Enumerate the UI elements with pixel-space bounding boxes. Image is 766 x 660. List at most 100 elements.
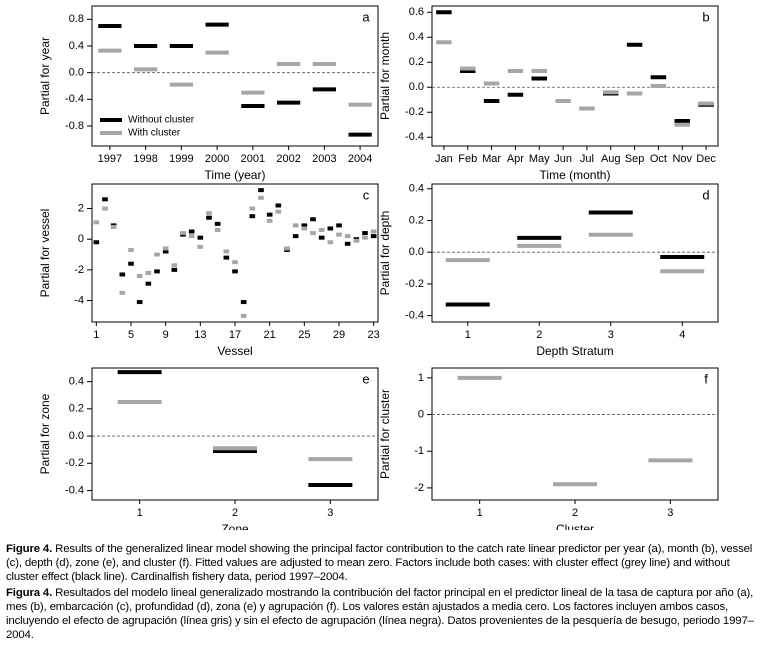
x-tick-label: 2002 bbox=[276, 153, 300, 165]
x-axis-label: Depth Stratum bbox=[536, 344, 613, 358]
x-tick-label: 1 bbox=[137, 507, 143, 519]
y-tick-label: 0.4 bbox=[69, 40, 84, 52]
x-axis-label: Zone bbox=[221, 522, 249, 530]
x-tick-label: 1997 bbox=[98, 153, 122, 165]
y-tick-label: 0.6 bbox=[409, 6, 424, 18]
y-tick-label: 0.8 bbox=[69, 13, 84, 25]
x-tick-label: 1 bbox=[93, 329, 99, 341]
x-tick-label: May bbox=[529, 153, 550, 165]
y-tick-label: -4 bbox=[74, 294, 84, 306]
y-tick-label: 1 bbox=[418, 372, 424, 384]
x-tick-label: 1 bbox=[465, 329, 471, 341]
panel-letter: d bbox=[702, 187, 709, 202]
x-tick-label: 2 bbox=[572, 507, 578, 519]
x-tick-label: 21 bbox=[264, 329, 276, 341]
panel-letter: b bbox=[702, 9, 709, 24]
caption-text: Results of the generalized linear model … bbox=[6, 543, 753, 583]
x-tick-label: 1 bbox=[477, 507, 483, 519]
x-tick-label: Jul bbox=[580, 153, 594, 165]
y-tick-label: -2 bbox=[74, 264, 84, 276]
y-axis-label: Partial for vessel bbox=[38, 209, 52, 298]
x-tick-label: Feb bbox=[458, 153, 477, 165]
y-tick-label: 0.0 bbox=[69, 67, 84, 79]
x-tick-label: 2003 bbox=[312, 153, 336, 165]
x-tick-label: 1999 bbox=[169, 153, 193, 165]
x-tick-label: 23 bbox=[368, 329, 380, 341]
x-tick-label: 25 bbox=[298, 329, 310, 341]
y-axis-label: Partial for cluster bbox=[378, 389, 392, 479]
panel-letter: e bbox=[362, 371, 369, 386]
x-tick-label: 2004 bbox=[348, 153, 372, 165]
y-tick-label: 0.0 bbox=[69, 430, 84, 442]
caption-en: Figure 4. Results of the generalized lin… bbox=[6, 542, 758, 584]
x-tick-label: 5 bbox=[128, 329, 134, 341]
caption-es: Figura 4. Resultados del modelo lineal g… bbox=[6, 586, 758, 642]
x-tick-label: 2001 bbox=[241, 153, 265, 165]
x-tick-label: 29 bbox=[333, 329, 345, 341]
y-tick-label: -0.2 bbox=[405, 278, 424, 290]
y-tick-label: -1 bbox=[414, 445, 424, 457]
y-tick-label: -0.4 bbox=[65, 484, 84, 496]
x-tick-label: 17 bbox=[229, 329, 241, 341]
x-tick-label: Jan bbox=[435, 153, 453, 165]
plot-frame bbox=[91, 5, 379, 147]
caption-text: Resultados del modelo lineal generalizad… bbox=[6, 587, 754, 641]
x-tick-label: 2 bbox=[232, 507, 238, 519]
y-tick-label: 0.4 bbox=[409, 31, 424, 43]
legend-label: Without cluster bbox=[128, 115, 195, 126]
plot-frame bbox=[431, 5, 719, 147]
y-tick-label: -0.2 bbox=[65, 457, 84, 469]
x-axis-label: Vessel bbox=[217, 344, 252, 358]
x-tick-label: 1998 bbox=[133, 153, 157, 165]
y-tick-label: 0.2 bbox=[69, 403, 84, 415]
x-axis-label: Time (month) bbox=[540, 168, 611, 182]
legend-label: With cluster bbox=[128, 128, 181, 139]
y-tick-label: 0 bbox=[78, 233, 84, 245]
y-tick-label: -0.8 bbox=[65, 120, 84, 132]
y-axis-label: Partial for zone bbox=[38, 393, 52, 474]
x-tick-label: 3 bbox=[667, 507, 673, 519]
x-axis-label: Cluster bbox=[556, 522, 594, 530]
caption-label: Figura 4. bbox=[6, 587, 53, 599]
x-tick-label: Mar bbox=[482, 153, 501, 165]
x-tick-label: Oct bbox=[650, 153, 667, 165]
y-axis-label: Partial for depth bbox=[378, 211, 392, 296]
x-tick-label: Aug bbox=[601, 153, 621, 165]
x-tick-label: 2000 bbox=[205, 153, 229, 165]
plot-frame bbox=[431, 183, 719, 323]
x-tick-label: Jun bbox=[554, 153, 572, 165]
x-axis-label: Time (year) bbox=[205, 168, 266, 182]
plot-frame bbox=[431, 367, 719, 501]
y-tick-label: 0.4 bbox=[69, 376, 84, 388]
y-axis-label: Partial for month bbox=[378, 32, 392, 120]
figure: a Time (year) Partial for year -0.8 -0.4 0.0 0… bbox=[38, 5, 719, 530]
x-tick-label: Nov bbox=[672, 153, 692, 165]
y-tick-label: 2 bbox=[78, 202, 84, 214]
x-tick-label: 9 bbox=[163, 329, 169, 341]
y-tick-label: 0.0 bbox=[409, 246, 424, 258]
y-tick-label: 0.4 bbox=[409, 183, 424, 195]
x-tick-label: 4 bbox=[679, 329, 685, 341]
y-axis-label: Partial for year bbox=[38, 37, 52, 115]
y-tick-label: 0.0 bbox=[409, 81, 424, 93]
y-tick-label: -0.4 bbox=[405, 310, 424, 322]
panel-letter: a bbox=[362, 9, 370, 24]
panel-letter: f bbox=[704, 371, 708, 386]
x-tick-label: Dec bbox=[696, 153, 716, 165]
plot-frame bbox=[91, 183, 379, 323]
panel-letter: c bbox=[363, 187, 370, 202]
y-tick-label: 0 bbox=[418, 408, 424, 420]
x-tick-label: 3 bbox=[608, 329, 614, 341]
x-tick-label: 2 bbox=[536, 329, 542, 341]
x-tick-label: 3 bbox=[327, 507, 333, 519]
y-tick-label: -0.2 bbox=[405, 106, 424, 118]
x-tick-label: Apr bbox=[507, 153, 524, 165]
y-tick-label: 0.2 bbox=[409, 56, 424, 68]
y-tick-label: -2 bbox=[414, 482, 424, 494]
y-tick-label: -0.4 bbox=[405, 131, 424, 143]
y-tick-label: 0.2 bbox=[409, 214, 424, 226]
x-tick-label: 13 bbox=[194, 329, 206, 341]
plot-frame bbox=[91, 367, 379, 501]
x-tick-label: Sep bbox=[625, 153, 645, 165]
